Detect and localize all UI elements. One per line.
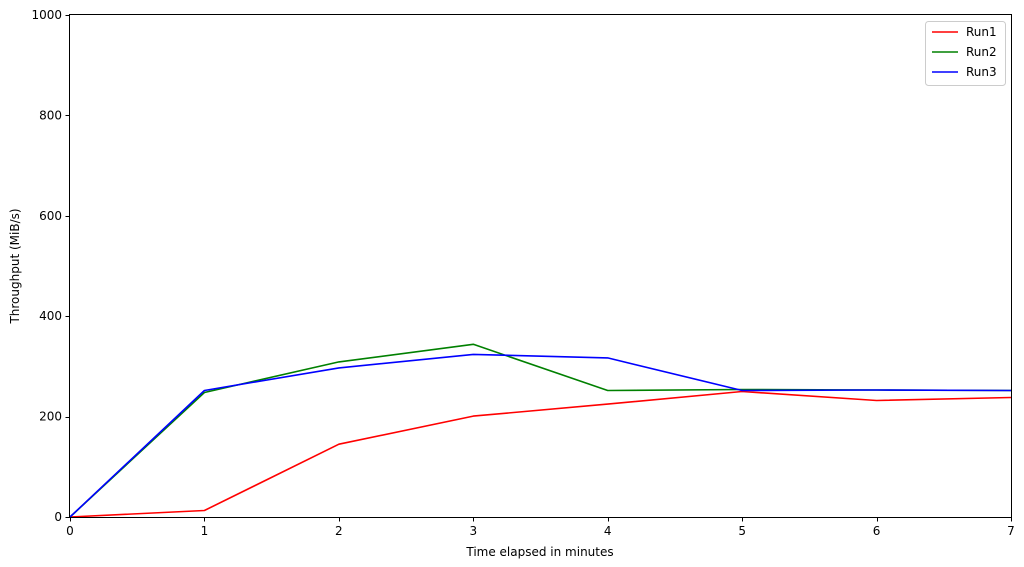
legend-label-run1: Run1 [966,25,997,39]
x-tick-label-0: 0 [66,524,74,538]
y-tick-label-0: 0 [54,510,62,524]
series-line-run1 [69,390,1012,518]
legend: Run1 Run2 Run3 [925,21,1006,86]
x-tick-label-3: 3 [469,524,477,538]
plot-frame [69,14,1012,518]
y-tick-label-1: 200 [39,410,62,424]
y-tick-label-3: 600 [39,209,62,223]
x-tick-label-4: 4 [604,524,612,538]
x-tick-label-6: 6 [873,524,881,538]
y-tick-label-2: 400 [39,309,62,323]
y-axis-ticks: 0 200 400 600 800 1000 [31,8,70,524]
series-line-run2 [69,343,1012,518]
y-tick-label-5: 1000 [31,8,62,22]
y-tick-label-4: 800 [39,108,62,122]
y-axis-label: Throughput (MiB/s) [8,208,22,324]
x-tick-label-5: 5 [738,524,746,538]
series-layer [69,343,1012,518]
axes-layer [69,14,1012,518]
legend-box [925,21,1006,86]
x-tick-label-2: 2 [335,524,343,538]
x-tick-label-1: 1 [201,524,209,538]
legend-label-run3: Run3 [966,65,997,79]
x-axis-label: Time elapsed in minutes [465,545,613,559]
x-axis-ticks: 0 1 2 3 4 5 6 7 [66,517,1015,538]
legend-label-run2: Run2 [966,45,997,59]
series-line-run3 [69,353,1012,518]
x-tick-label-7: 7 [1007,524,1015,538]
